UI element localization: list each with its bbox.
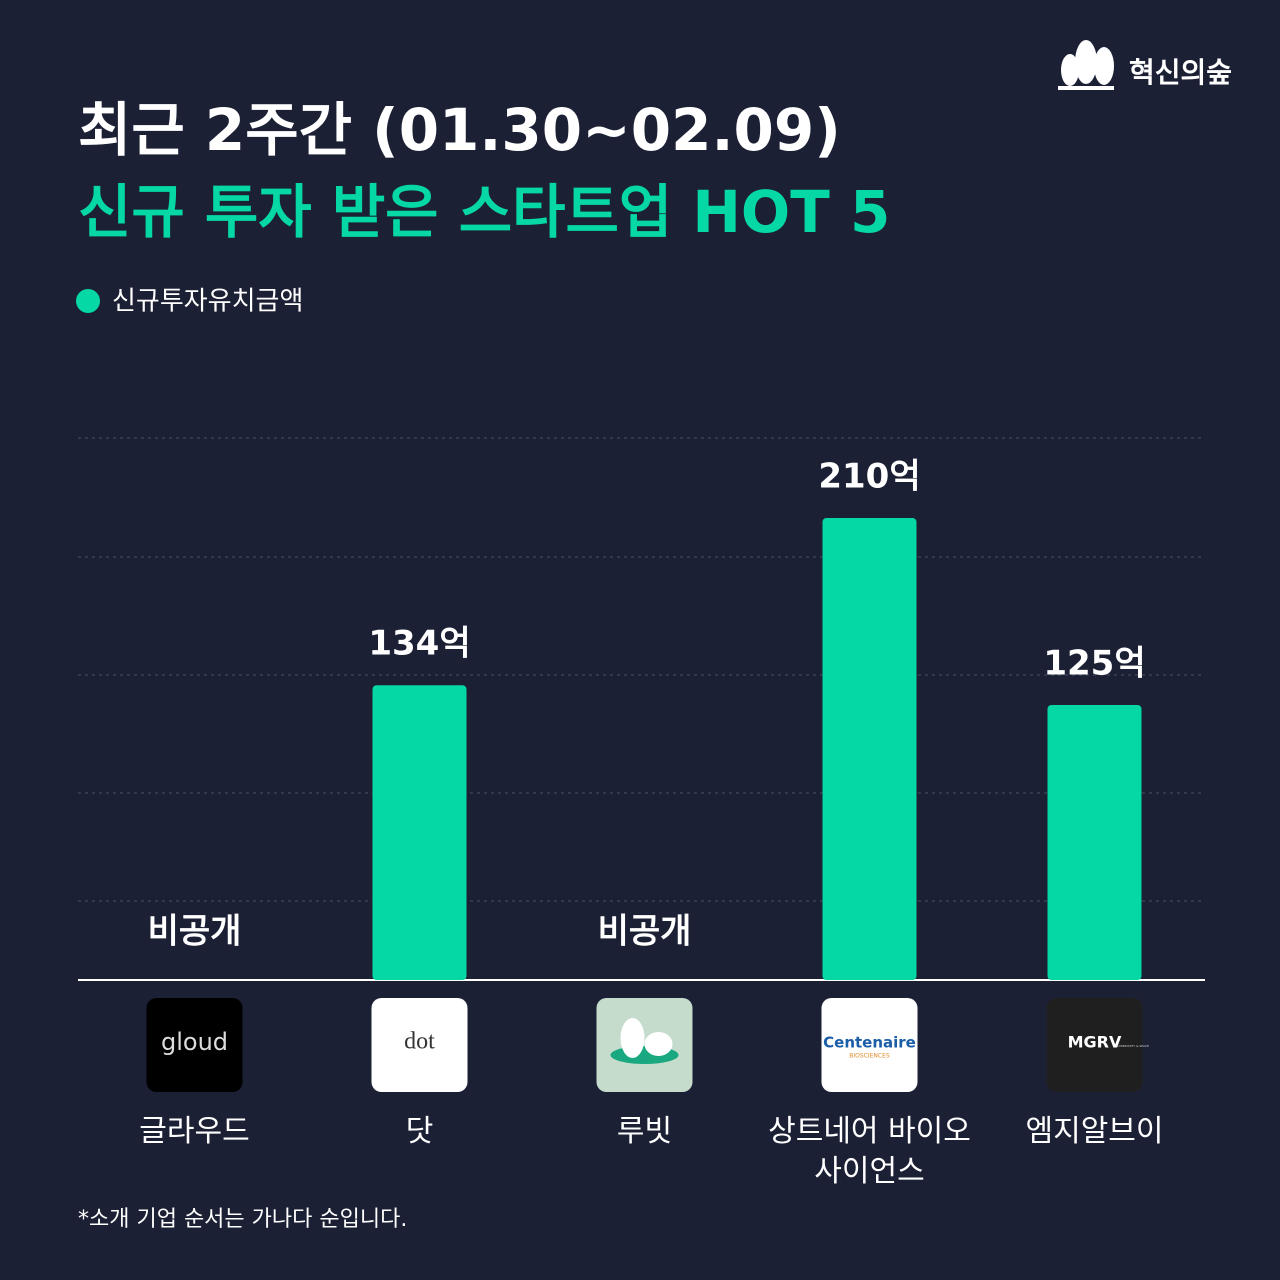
logo-box [1046,998,1143,1092]
logo-shape [620,1018,645,1058]
logo-box [371,998,468,1092]
logo-note: COMMUNITY & SPACE [1117,1044,1149,1048]
logo-note: BIOSCIENCES [849,1053,890,1060]
x-tick-label: 글라우드 [139,1114,250,1149]
logo-text: MGRV [1068,1033,1122,1052]
value-label: 125억 [1043,644,1145,684]
brand-icon [1058,40,1114,90]
logo-box [821,998,918,1092]
logo-box [146,998,243,1092]
logo-text: dot [404,1029,435,1055]
value-label: 비공개 [148,912,242,952]
value-label: 210억 [818,457,920,497]
x-tick-label: 상트네어 바이오사이언스 [768,1114,971,1189]
legend-swatch [76,289,100,313]
logo-text: Centenaire [823,1034,916,1052]
legend-label: 신규투자유치금액 [112,287,303,317]
value-label: 비공개 [598,912,692,952]
footnote: *소개 기업 순서는 가나다 순입니다. [78,1207,407,1232]
logo-text: gloud [161,1028,228,1056]
bar [1047,705,1142,980]
bar [372,685,467,980]
brand: 혁신의숲 [1129,56,1232,89]
value-label: 134억 [368,624,470,664]
x-tick-label: 닷 [405,1114,434,1149]
chart-subtitle: 신규 투자 받은 스타트업 HOT 5 [78,178,890,246]
bar [822,518,917,980]
logo-shape [644,1032,673,1056]
grid [78,437,1205,902]
x-tick-label: 엠지알브이 [1025,1114,1164,1149]
x-tick-label: 루빗 [616,1114,673,1149]
chart-title: 최근 2주간 (01.30~02.09) [78,96,841,164]
logo-box [596,998,693,1092]
